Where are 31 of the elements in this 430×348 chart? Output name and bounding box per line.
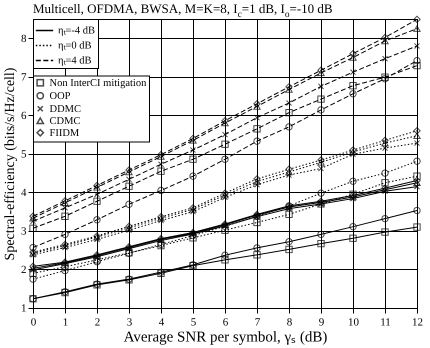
legend-label: CDMC	[50, 116, 80, 127]
y-tick-label: 3	[21, 225, 27, 238]
x-tick-label: 12	[412, 316, 423, 328]
legend-label: Non InterCI mitigation	[50, 78, 148, 89]
x-tick-label: 0	[30, 316, 37, 328]
y-tick-label: 8	[21, 32, 27, 45]
y-tick-label: 2	[21, 264, 26, 276]
y-tick-label: 1	[21, 302, 26, 314]
x-tick-label: 3	[126, 316, 133, 328]
x-tick-label: 5	[190, 316, 197, 328]
y-tick-label: 7	[21, 71, 27, 84]
x-tick-label: 6	[222, 316, 229, 328]
legend-label: ηₜ=4 dB	[58, 56, 92, 66]
y-tick-label: 6	[21, 110, 27, 122]
x-axis-title: Average SNR per symbol, γₛ (dB)	[124, 330, 328, 346]
legend-label: OOP	[50, 90, 71, 102]
x-tick-label: 1	[62, 316, 68, 328]
legend-label: FIIDM	[50, 128, 80, 139]
y-tick-label: 4	[21, 186, 27, 199]
x-tick-label: 10	[348, 316, 360, 328]
legend-label: ηₜ=-4 dB	[58, 26, 96, 36]
x-tick-label: 4	[158, 316, 165, 328]
x-tick-label: 8	[286, 316, 293, 328]
x-tick-label: 11	[380, 316, 391, 328]
legend-label: DDMC	[50, 104, 82, 115]
x-tick-label: 2	[94, 316, 100, 328]
legend-label: ηₜ=0 dB	[58, 40, 92, 52]
y-axis-title: Spectral-efficiency (bits/s/Hz/cell)	[3, 67, 18, 260]
y-tick-label: 5	[21, 148, 27, 160]
x-tick-label: 9	[318, 316, 325, 328]
x-tick-label: 7	[254, 316, 261, 328]
